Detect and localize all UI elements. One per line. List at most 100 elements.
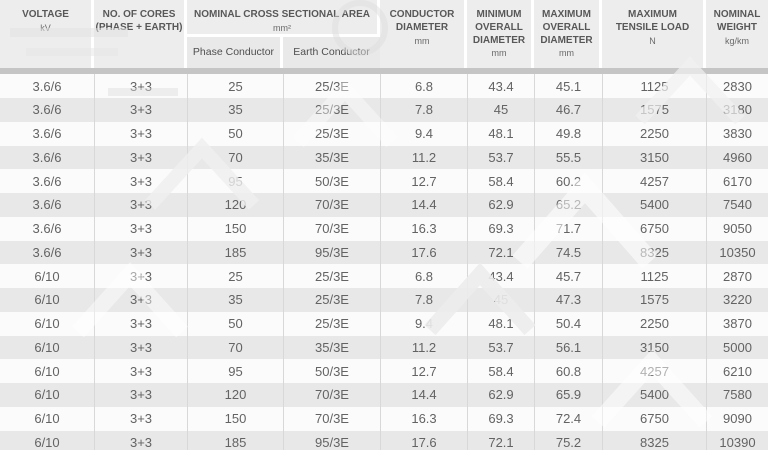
- table-cell: 35: [187, 288, 283, 312]
- table-cell: 4960: [706, 145, 768, 170]
- table-cell: 2870: [706, 264, 768, 289]
- col-header-nominal-weight-label: NOMINAL WEIGHT: [713, 9, 761, 33]
- col-header-area-label: NOMINAL CROSS SECTIONAL AREA: [194, 9, 370, 20]
- table-cell: 3.6/6: [32, 197, 62, 213]
- table-cell: 10390: [706, 430, 768, 450]
- table-cell: 6/10: [34, 434, 60, 450]
- table-cell: 72.4: [534, 406, 602, 431]
- table-row: 6/10 3+3 95 50/3E 12.7 58.4 60.8 4257 6210: [0, 359, 768, 384]
- table-cell: 7580: [706, 383, 768, 407]
- table-cell: 60.2: [534, 169, 602, 194]
- table-row: 6/10 3+3 185 95/3E 17.6 72.1 75.2 8325 10390: [0, 430, 768, 450]
- table-cell: 62.9: [467, 383, 534, 407]
- table-cell: 75.2: [534, 430, 602, 450]
- table-cell: 3+3: [94, 311, 187, 336]
- table-cell: 45: [467, 98, 534, 122]
- table-cell: 3+3: [94, 264, 187, 289]
- table-cell: 6/10: [34, 292, 60, 308]
- table-cell: 3830: [706, 121, 768, 146]
- col-header-cores-label: NO. OF CORES (PHASE + EARTH): [95, 9, 183, 33]
- table-header: VOLTAGE kV NO. OF CORES (PHASE + EARTH) …: [0, 0, 768, 75]
- table-cell: 25/3E: [283, 311, 380, 336]
- table-cell: 14.4: [380, 193, 467, 217]
- col-header-max-overall-diameter-unit: mm: [559, 48, 574, 59]
- table-cell: 3+3: [94, 216, 187, 241]
- table-cell: 50: [187, 121, 283, 146]
- table-cell: 17.6: [380, 430, 467, 450]
- table-cell: 48.1: [467, 121, 534, 146]
- table-cell: 35/3E: [283, 335, 380, 360]
- table-cell: 60.8: [534, 359, 602, 384]
- table-cell: 6/10: [34, 411, 60, 427]
- table-cell: 95/3E: [283, 240, 380, 265]
- table-row: 6/10 3+3 150 70/3E 16.3 69.3 72.4 6750 9090: [0, 406, 768, 431]
- table-cell: 6/10: [34, 268, 60, 284]
- table-cell: 3150: [602, 145, 706, 170]
- table-cell: 47.3: [534, 288, 602, 312]
- table-cell: 7540: [706, 193, 768, 217]
- table-cell: 71.7: [534, 216, 602, 241]
- table-cell: 53.7: [467, 335, 534, 360]
- col-header-max-overall-diameter: MAXIMUM OVERALL DIAMETER mm: [534, 0, 602, 69]
- table-cell: 185: [187, 240, 283, 265]
- table-cell: 9090: [706, 406, 768, 431]
- table-cell: 9.4: [380, 311, 467, 336]
- table-cell: 72.1: [467, 240, 534, 265]
- table-cell: 25/3E: [283, 98, 380, 122]
- table-cell: 62.9: [467, 193, 534, 217]
- table-cell: 11.2: [380, 145, 467, 170]
- separator-band-fill: [0, 68, 768, 75]
- table-cell: 70/3E: [283, 193, 380, 217]
- table-cell: 14.4: [380, 383, 467, 407]
- table-cell: 58.4: [467, 359, 534, 384]
- col-header-nominal-weight: NOMINAL WEIGHT kg/km: [706, 0, 768, 69]
- col-header-min-overall-diameter-label: MINIMUM OVERALL DIAMETER: [472, 9, 526, 46]
- table-row: 3.6/6 3+3 50 25/3E 9.4 48.1 49.8 2250 3830: [0, 121, 768, 146]
- table-cell: 3+3: [94, 193, 187, 217]
- table-cell: 150: [187, 216, 283, 241]
- table-cell: 3150: [602, 335, 706, 360]
- table-row: 6/10 3+3 50 25/3E 9.4 48.1 50.4 2250 3870: [0, 311, 768, 336]
- col-header-max-tensile-load-label: MAXIMUM TENSILE LOAD: [615, 9, 690, 33]
- table-cell: 46.7: [534, 98, 602, 122]
- col-header-conductor-diameter: CONDUCTOR DIAMETER mm: [380, 0, 467, 69]
- col-header-nominal-weight-unit: kg/km: [724, 35, 749, 46]
- table-cell: 6.8: [380, 74, 467, 99]
- table-cell: 17.6: [380, 240, 467, 265]
- col-header-area-unit: mm²: [273, 22, 291, 33]
- table-cell: 25/3E: [283, 264, 380, 289]
- col-header-earth-conductor: Earth Conductor: [283, 37, 380, 69]
- table-cell: 3+3: [94, 121, 187, 146]
- table-cell: 16.3: [380, 406, 467, 431]
- table-cell: 3.6/6: [32, 173, 62, 189]
- table-cell: 3+3: [94, 383, 187, 407]
- table-cell: 3.6/6: [32, 244, 62, 260]
- table-cell: 5400: [602, 193, 706, 217]
- table-cell: 53.7: [467, 145, 534, 170]
- col-header-cores: NO. OF CORES (PHASE + EARTH): [94, 0, 187, 69]
- table-cell: 3+3: [94, 98, 187, 122]
- table-cell: 8325: [602, 240, 706, 265]
- table-cell: 2250: [602, 121, 706, 146]
- table-cell: 1575: [602, 98, 706, 122]
- table-cell: 25: [187, 74, 283, 99]
- table-cell: 3220: [706, 288, 768, 312]
- table-cell: 5000: [706, 335, 768, 360]
- table-cell: 25/3E: [283, 121, 380, 146]
- table-cell: 25: [187, 264, 283, 289]
- col-header-conductor-diameter-unit: mm: [414, 35, 430, 46]
- table-cell: 56.1: [534, 335, 602, 360]
- table-cell: 2250: [602, 311, 706, 336]
- table-row: 3.6/6 3+3 25 25/3E 6.8 43.4 45.1 1125 2830: [0, 74, 768, 99]
- table-cell: 16.3: [380, 216, 467, 241]
- col-header-voltage-label: VOLTAGE: [22, 9, 69, 20]
- table-cell: 25/3E: [283, 288, 380, 312]
- table-cell: 6.8: [380, 264, 467, 289]
- table-row: 3.6/6 3+3 35 25/3E 7.8 45 46.7 1575 3180: [0, 98, 768, 122]
- table-cell: 10350: [706, 240, 768, 265]
- table-cell: 120: [187, 193, 283, 217]
- table-cell: 3.6/6: [32, 78, 62, 94]
- table-cell: 45.7: [534, 264, 602, 289]
- table-row: 3.6/6 3+3 185 95/3E 17.6 72.1 74.5 8325 10350: [0, 240, 768, 265]
